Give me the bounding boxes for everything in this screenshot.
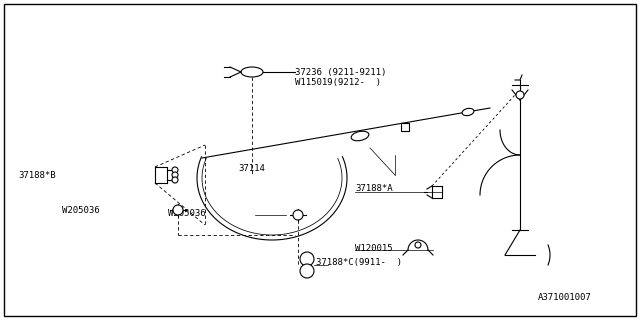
- Text: W115019(9212-  ): W115019(9212- ): [295, 77, 381, 86]
- Text: A371001007: A371001007: [538, 293, 592, 302]
- Text: 37188*C(9911-  ): 37188*C(9911- ): [316, 259, 402, 268]
- Text: W120015: W120015: [355, 244, 392, 252]
- Circle shape: [293, 210, 303, 220]
- Circle shape: [172, 177, 178, 183]
- Circle shape: [300, 264, 314, 278]
- Circle shape: [516, 91, 524, 99]
- Text: W205036: W205036: [168, 209, 205, 218]
- Text: 37236 (9211-9211): 37236 (9211-9211): [295, 68, 387, 76]
- Circle shape: [173, 205, 183, 215]
- Circle shape: [300, 252, 314, 266]
- Circle shape: [415, 242, 421, 248]
- Text: 37188*A: 37188*A: [355, 183, 392, 193]
- Ellipse shape: [351, 131, 369, 141]
- Circle shape: [172, 172, 178, 178]
- Text: 37188*B: 37188*B: [18, 171, 56, 180]
- Text: 37114: 37114: [238, 164, 265, 172]
- Circle shape: [172, 167, 178, 173]
- Ellipse shape: [462, 108, 474, 116]
- Text: W205036: W205036: [62, 205, 100, 214]
